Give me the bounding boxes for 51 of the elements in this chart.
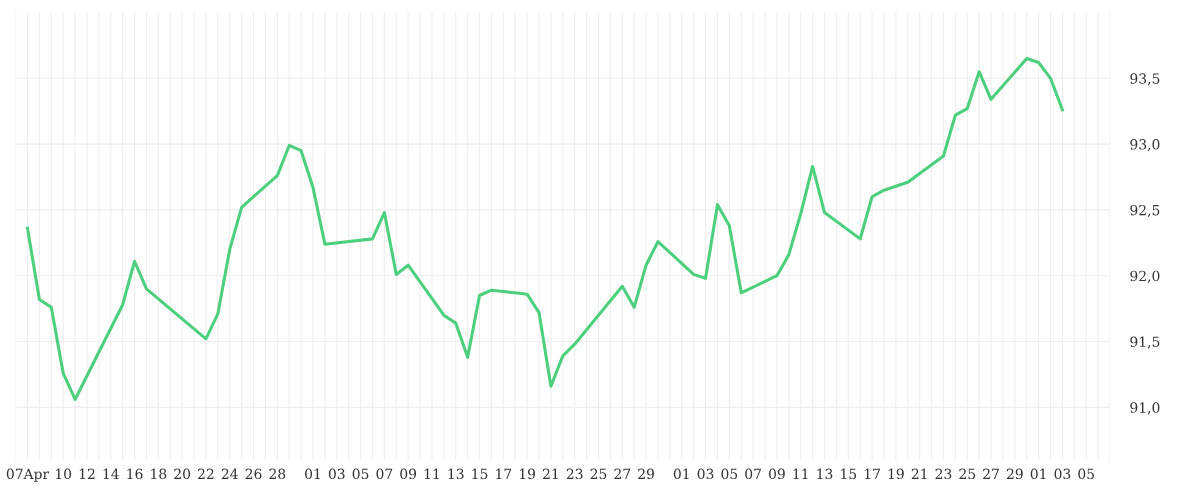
- x-tick-label: 07: [376, 468, 393, 480]
- x-tick-label: 25: [590, 468, 607, 480]
- x-tick-label: 20: [174, 468, 191, 480]
- x-tick-label: 03: [697, 468, 714, 480]
- x-tick-label: 07Apr: [6, 468, 50, 482]
- x-tick-label: 27: [983, 468, 999, 479]
- x-tick-label: 21: [911, 468, 927, 479]
- y-tick-label: 93,0: [1130, 139, 1160, 152]
- x-tick-label: 05: [1078, 468, 1094, 480]
- x-tick-label: 23: [935, 468, 952, 480]
- x-tick-label: 26: [245, 468, 262, 480]
- x-tick-label: 03: [328, 468, 345, 480]
- x-tick-label: 28: [269, 468, 286, 480]
- x-tick-label: 12: [79, 468, 95, 479]
- x-tick-label: 05: [721, 468, 738, 480]
- x-tick-label: 25: [959, 468, 976, 480]
- x-tick-label: 27: [614, 468, 631, 479]
- x-tick-label: 23: [566, 468, 583, 480]
- x-tick-label: 13: [817, 468, 833, 480]
- x-tick-label: 13: [448, 468, 464, 480]
- x-tick-label: 24: [221, 468, 238, 479]
- x-tick-label: 11: [793, 468, 808, 479]
- y-tick-label: 91,0: [1130, 402, 1160, 415]
- x-tick-label: 01: [673, 468, 689, 480]
- x-tick-label: 16: [127, 468, 143, 480]
- x-tick-label: 10: [56, 468, 72, 480]
- line-series: [25, 57, 1064, 401]
- y-tick-label: 93,5: [1130, 73, 1160, 86]
- x-tick-label: 29: [1006, 468, 1023, 480]
- x-tick-label: 14: [103, 468, 119, 479]
- x-tick-label: 19: [519, 468, 536, 480]
- x-tick-label: 03: [1054, 468, 1071, 480]
- x-tick-label: 22: [198, 468, 214, 479]
- x-tick-label: 18: [151, 468, 167, 480]
- x-tick-label: 21: [543, 468, 558, 479]
- x-tick-label: 01: [1030, 468, 1046, 480]
- x-tick-label: 15: [472, 468, 488, 480]
- x-tick-label: 17: [496, 468, 512, 479]
- x-tick-label: 09: [769, 468, 785, 480]
- x-tick-label: 09: [400, 468, 417, 480]
- x-tick-label: 07: [745, 468, 761, 480]
- x-tick-label: 11: [424, 468, 439, 479]
- x-tick-label: 15: [841, 468, 857, 480]
- x-tick-label: 29: [638, 468, 654, 480]
- y-tick-label: 92,0: [1130, 270, 1160, 283]
- x-tick-label: 17: [864, 468, 880, 479]
- x-tick-label: 05: [352, 468, 369, 480]
- y-tick-label: 91,5: [1130, 336, 1160, 349]
- x-tick-label: 19: [888, 468, 904, 480]
- x-tick-label: 01: [305, 468, 320, 480]
- y-tick-label: 92,5: [1130, 204, 1160, 218]
